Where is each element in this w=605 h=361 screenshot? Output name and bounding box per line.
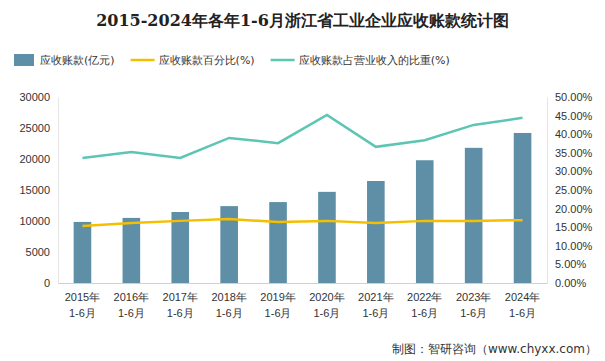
x-tick: 2017年1-6月	[163, 283, 198, 319]
bar	[123, 218, 141, 283]
legend-label: 应收账款占营业收入的比重(%)	[299, 54, 450, 67]
y2-tick: 20.00%	[547, 203, 593, 215]
y2-tick-label: 0.00%	[555, 277, 586, 289]
x-axis-line	[59, 283, 548, 284]
y-tick: 10000	[19, 215, 58, 227]
y-tick: 0	[44, 277, 58, 289]
y-tick-label: 25000	[19, 122, 50, 134]
y2-tick-label: 25.00%	[555, 184, 593, 196]
x-tick-label: 2020年1-6月	[309, 291, 344, 319]
x-tick-label: 2021年1-6月	[358, 291, 393, 319]
legend-label: 应收账款(亿元)	[40, 54, 115, 67]
y-tick-label: 20000	[19, 153, 50, 165]
y2-tick-label: 35.00%	[555, 147, 593, 159]
x-tick-label: 2024年1-6月	[505, 291, 540, 319]
x-tick-label: 2016年1-6月	[114, 291, 149, 319]
y2-tick: 25.00%	[547, 184, 593, 196]
source: 制图：智研咨询（www.chyxx.com）	[392, 342, 597, 356]
x-tick-label: 2017年1-6月	[163, 291, 198, 319]
x-tick-label: 2019年1-6月	[260, 291, 295, 319]
y-axis: 0 5000 10000 15000 20000 25000 30000	[19, 91, 58, 289]
plot-area	[74, 115, 532, 283]
x-tick: 2020年1-6月	[309, 283, 344, 319]
y2-tick: 10.00%	[547, 240, 593, 252]
bar-series	[74, 133, 532, 283]
y-tick: 20000	[19, 153, 58, 165]
y-axis-line	[58, 98, 59, 284]
legend: 应收账款(亿元) 应收账款百分比(%) 应收账款占营业收入的比重(%)	[14, 54, 450, 67]
legend-swatch	[271, 59, 295, 62]
x-tick: 2022年1-6月	[407, 283, 442, 319]
line	[82, 219, 522, 226]
bar	[367, 181, 385, 283]
y2-tick-label: 5.00%	[555, 258, 586, 270]
bar	[318, 192, 336, 283]
x-tick: 2019年1-6月	[260, 283, 295, 319]
y2-tick-label: 40.00%	[555, 128, 593, 140]
bar	[514, 133, 532, 283]
x-tick: 2016年1-6月	[114, 283, 149, 319]
x-tick-label: 2018年1-6月	[211, 291, 246, 319]
y2-tick: 0.00%	[547, 277, 586, 289]
y2-tick: 5.00%	[547, 258, 586, 270]
y-tick-label: 30000	[19, 91, 50, 103]
y-tick: 15000	[19, 184, 58, 196]
y2-tick-label: 30.00%	[555, 165, 593, 177]
bar	[220, 206, 238, 283]
y2-tick: 50.00%	[547, 91, 593, 103]
x-tick: 2021年1-6月	[358, 283, 393, 319]
y2-tick: 30.00%	[547, 165, 593, 177]
x-tick-label: 2022年1-6月	[407, 291, 442, 319]
y2-tick-label: 10.00%	[555, 240, 593, 252]
x-axis: 2015年1-6月 2016年1-6月 2017年1-6月 2018年1-6月 2019…	[59, 283, 548, 319]
legend-item: 应收账款(亿元)	[14, 54, 115, 67]
bar	[269, 202, 287, 283]
x-tick: 2015年1-6月	[65, 283, 100, 319]
legend-item: 应收账款占营业收入的比重(%)	[271, 54, 450, 67]
y-tick-label: 0	[44, 277, 50, 289]
y-tick-label: 15000	[19, 184, 50, 196]
y-tick-label: 10000	[19, 215, 50, 227]
y-tick: 5000	[26, 246, 58, 258]
y-tick-label: 5000	[26, 246, 50, 258]
legend-swatch	[131, 59, 155, 62]
y2-tick-label: 50.00%	[555, 91, 593, 103]
y2-tick-label: 15.00%	[555, 221, 593, 233]
x-tick: 2018年1-6月	[211, 283, 246, 319]
x-tick-label: 2023年1-6月	[456, 291, 491, 319]
y2-tick: 15.00%	[547, 221, 593, 233]
bar	[171, 212, 189, 283]
bar	[465, 148, 483, 283]
y2-axis: 0.00% 5.00% 10.00% 15.00% 20.00% 25.00% 30.00%…	[547, 91, 593, 289]
y-tick: 30000	[19, 91, 58, 103]
x-tick-label: 2015年1-6月	[65, 291, 100, 319]
y2-tick-label: 45.00%	[555, 110, 593, 122]
y2-tick-label: 20.00%	[555, 203, 593, 215]
legend-item: 应收账款百分比(%)	[131, 54, 255, 67]
x-tick: 2024年1-6月	[505, 283, 540, 319]
y2-tick: 45.00%	[547, 110, 593, 122]
legend-swatch	[14, 54, 34, 66]
x-tick: 2023年1-6月	[456, 283, 491, 319]
y2-axis-line	[547, 98, 548, 284]
line	[82, 115, 522, 158]
title: 2015-2024年各年1-6月浙江省工业企业应收账款统计图	[96, 11, 509, 30]
legend-label: 应收账款百分比(%)	[159, 54, 255, 67]
y2-tick: 40.00%	[547, 128, 593, 140]
y-tick: 25000	[19, 122, 58, 134]
y2-tick: 35.00%	[547, 147, 593, 159]
bar	[74, 222, 92, 283]
